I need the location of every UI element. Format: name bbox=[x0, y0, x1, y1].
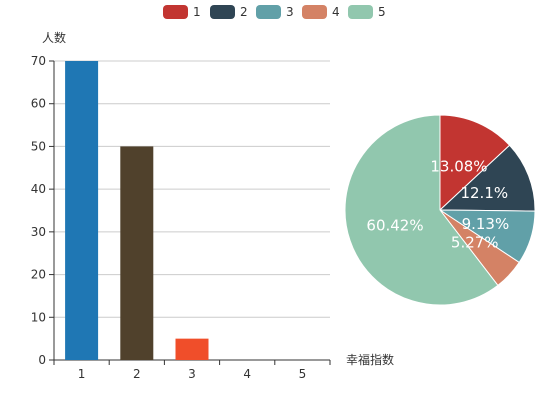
bar-1[interactable] bbox=[65, 61, 99, 360]
y-tick-label-50: 50 bbox=[31, 139, 46, 153]
y-tick-label-20: 20 bbox=[31, 268, 46, 282]
legend-swatch-3[interactable] bbox=[256, 5, 281, 19]
pie-slice-2[interactable] bbox=[438, 144, 536, 212]
x-tick-label-1: 1 bbox=[78, 367, 86, 381]
y-tick-label-10: 10 bbox=[31, 310, 46, 324]
pie-label-1: 13.08% bbox=[430, 157, 487, 175]
pie-slice-1[interactable] bbox=[439, 114, 511, 212]
y-tick-label-0: 0 bbox=[38, 353, 46, 367]
y-axis-title: 人数 bbox=[42, 30, 66, 45]
legend-swatch-4[interactable] bbox=[302, 5, 327, 19]
legend-label-2: 2 bbox=[240, 5, 248, 19]
y-tick-label-30: 30 bbox=[31, 225, 46, 239]
legend-label-4: 4 bbox=[332, 5, 340, 19]
legend-swatch-2[interactable] bbox=[210, 5, 235, 19]
pie-label-2: 12.1% bbox=[460, 184, 508, 202]
legend-swatch-1[interactable] bbox=[163, 5, 188, 19]
pie-label-4: 5.27% bbox=[451, 233, 499, 251]
legend-label-3: 3 bbox=[286, 5, 294, 19]
x-tick-label-3: 3 bbox=[188, 367, 196, 381]
pie-slice-5[interactable] bbox=[344, 114, 499, 306]
x-tick-label-5: 5 bbox=[299, 367, 307, 381]
x-tick-label-2: 2 bbox=[133, 367, 141, 381]
legend-label-5: 5 bbox=[378, 5, 386, 19]
legend-label-1: 1 bbox=[193, 5, 201, 19]
y-tick-label-40: 40 bbox=[31, 182, 46, 196]
pie-label-5: 60.42% bbox=[366, 216, 423, 234]
y-tick-label-70: 70 bbox=[31, 54, 46, 68]
y-tick-label-60: 60 bbox=[31, 97, 46, 111]
bar-2[interactable] bbox=[120, 146, 154, 360]
x-tick-label-4: 4 bbox=[243, 367, 251, 381]
legend-swatch-5[interactable] bbox=[348, 5, 373, 19]
x-axis-title: 幸福指数 bbox=[346, 352, 394, 367]
pie-label-3: 9.13% bbox=[462, 215, 510, 233]
bar-3[interactable] bbox=[175, 338, 209, 360]
